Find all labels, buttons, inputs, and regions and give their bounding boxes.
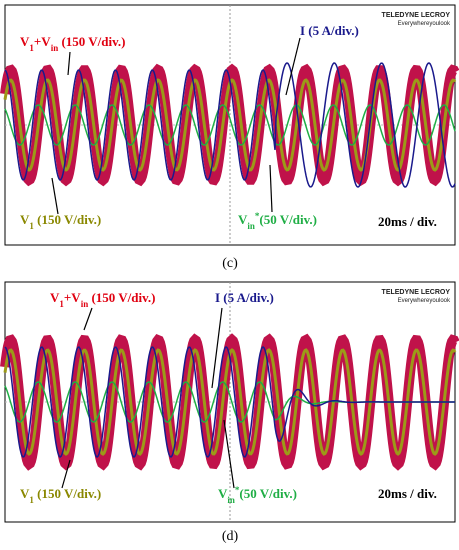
label-part: * [235,485,240,495]
label-part: 1 [29,495,34,505]
label-part: * [255,211,260,221]
label-part: (50 V/div.) [259,212,317,227]
label-part: (50 V/div.) [239,486,297,501]
arrow [211,307,223,389]
label-part: V [20,486,30,501]
v1-label: V1 (150 V/div.) [20,486,101,505]
arrow [67,51,71,76]
label-part: in [51,43,59,53]
label-part: (150 V/div.) [34,486,101,501]
brand-slogan: Everywhereyoulook [398,298,451,304]
v1-label: V1 (150 V/div.) [20,212,101,231]
arrow [223,419,235,489]
arrow [83,307,93,331]
vin-label: Vin*(50 V/div.) [218,485,297,505]
v1-wave [3,348,457,456]
brand-name: TELEDYNE LECROY [382,12,451,19]
timebase-label: 20ms / div. [378,214,437,229]
v1-vin-wave [0,63,459,187]
label-part: in [247,221,255,231]
label-part: in [227,495,235,505]
timebase-label: 20ms / div. [378,486,437,501]
arrow [285,37,301,96]
caption: (c) [222,256,238,271]
current-wave [4,62,456,188]
brand-slogan: Everywhereyoulook [398,21,451,27]
label-part: +V [64,290,81,305]
vin-label: Vin*(50 V/div.) [238,211,317,231]
label-part: (150 V/div.) [58,34,125,49]
arrow [51,177,59,215]
label-part: (150 V/div.) [34,212,101,227]
label-part: in [81,299,89,309]
label-part: (150 V/div.) [88,290,155,305]
brand-name: TELEDYNE LECROY [382,289,451,296]
current-label: I (5 A/div.) [300,23,359,38]
label-part: 1 [59,299,64,309]
label-part: V [238,212,248,227]
current-wave [4,346,455,458]
sum-label: V1+Vin (150 V/div.) [50,290,156,309]
arrow [61,459,71,489]
label-part: V [50,290,60,305]
label-part: 1 [29,43,34,53]
arrow [269,164,273,213]
caption: (d) [222,529,239,544]
vin-wave [4,104,456,146]
label-part: +V [34,34,51,49]
label-part: 1 [29,221,34,231]
label-part: V [218,486,228,501]
sum-label: V1+Vin (150 V/div.) [20,34,126,53]
label-part: V [20,34,30,49]
current-label: I (5 A/div.) [215,290,274,305]
label-part: V [20,212,30,227]
